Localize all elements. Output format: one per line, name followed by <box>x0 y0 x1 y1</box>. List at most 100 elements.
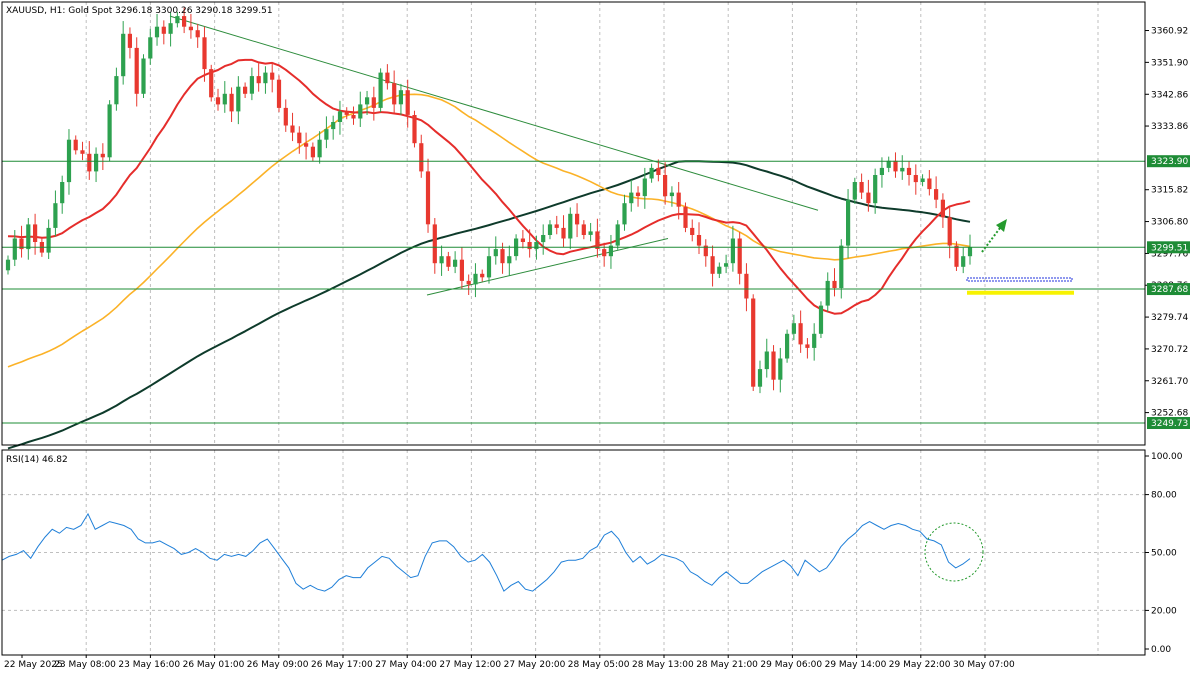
rsi-tick-label: 50.00 <box>1151 549 1177 559</box>
candle-body <box>73 139 78 151</box>
x-tick-label: 29 May 06:00 <box>760 660 822 670</box>
candle-body <box>751 298 756 387</box>
descending-trendline <box>169 15 819 211</box>
chart-title: XAUUSD, H1: Gold Spot 3296.18 3300.26 32… <box>6 6 273 16</box>
candle-body <box>886 160 891 168</box>
candle-body <box>290 125 295 133</box>
candle-body <box>961 256 966 267</box>
rsi-grid <box>2 494 1145 611</box>
rsi-highlight-circle <box>924 522 984 582</box>
dashed-arrow-shaft <box>981 227 1001 253</box>
candle-body <box>561 227 566 239</box>
candle-body <box>629 192 634 204</box>
candle-body <box>432 224 437 264</box>
candle-body <box>331 122 336 130</box>
candle-body <box>663 175 668 197</box>
candle-body <box>879 167 884 175</box>
rsi-tick-label: 80.00 <box>1151 491 1177 501</box>
candle-body <box>588 231 593 235</box>
candle-body <box>757 369 763 387</box>
candle-body <box>256 76 261 84</box>
candle-body <box>19 238 24 250</box>
x-tick-label: 27 May 20:00 <box>504 660 566 670</box>
candle-body <box>365 97 370 105</box>
y-tick-label: 3279.74 <box>1151 313 1188 323</box>
candle-body <box>493 249 498 257</box>
candle-body <box>940 199 945 218</box>
candle-body <box>12 238 17 260</box>
candle-body <box>33 224 38 242</box>
candle-body <box>304 143 309 147</box>
candle-body <box>148 37 153 59</box>
candles <box>5 7 973 394</box>
candle-body <box>283 107 288 126</box>
candle-body <box>358 104 363 119</box>
candle-body <box>202 37 207 70</box>
trend-lines <box>169 15 819 296</box>
main-frame <box>1 1 1146 446</box>
x-tick-label: 26 May 09:00 <box>247 660 309 670</box>
candle-body <box>791 323 796 334</box>
ma-slow-line <box>7 160 971 450</box>
x-tick-label: 30 May 07:00 <box>953 660 1015 670</box>
candle-body <box>263 72 268 84</box>
candle-body <box>80 150 85 154</box>
x-tick-label: 23 May 16:00 <box>118 660 180 670</box>
level-price-label: 3323.90 <box>1151 157 1188 167</box>
candle-body <box>324 129 329 140</box>
candle-body <box>581 224 586 235</box>
candle-body <box>46 227 51 253</box>
rsi-line <box>1 512 971 592</box>
candle-body <box>215 97 221 105</box>
y-tick-label: 3360.92 <box>1151 27 1188 37</box>
candle-body <box>195 30 200 38</box>
candle-body <box>913 175 918 183</box>
candle-body <box>615 224 620 246</box>
candle-body <box>934 189 939 200</box>
level-price-label: 3249.73 <box>1151 419 1188 429</box>
candle-body <box>236 86 241 112</box>
candle-body <box>392 83 397 105</box>
candle-body <box>398 90 403 105</box>
x-tick-label: 26 May 17:00 <box>311 660 373 670</box>
candle-body <box>669 192 674 197</box>
rsi-label: RSI(14) 46.82 <box>6 455 68 465</box>
candle-body <box>649 167 654 179</box>
candle-body <box>175 16 180 24</box>
candle-body <box>270 72 275 80</box>
candle-body <box>480 273 485 278</box>
blue-dotted-zone <box>966 277 1073 282</box>
candle-body <box>635 192 641 197</box>
candle-body <box>344 111 349 115</box>
candle-body <box>920 178 925 182</box>
candle-body <box>554 224 559 228</box>
candle-body <box>690 227 695 235</box>
candle-body <box>724 263 729 267</box>
y-tick-label: 3333.86 <box>1151 122 1188 132</box>
y-tick-label: 3351.90 <box>1151 58 1188 68</box>
ma-mid-line <box>7 93 971 368</box>
candle-body <box>730 238 735 264</box>
candle-body <box>954 245 959 267</box>
candle-body <box>100 153 105 158</box>
candle-body <box>852 182 857 200</box>
candle-body <box>276 79 282 108</box>
candle-body <box>846 199 851 246</box>
candle-body <box>351 115 356 119</box>
y-tick-label: 3252.68 <box>1151 409 1188 419</box>
candle-body <box>459 259 464 281</box>
arrow-head-icon <box>996 219 1007 232</box>
x-tick-label: 29 May 22:00 <box>889 660 951 670</box>
candle-body <box>778 358 783 380</box>
x-tick-label: 28 May 13:00 <box>632 660 694 670</box>
candle-body <box>541 235 546 243</box>
level-price-label: 3299.51 <box>1151 243 1188 253</box>
candle-body <box>906 167 912 175</box>
level-price-tag <box>1147 241 1190 254</box>
x-tick-label: 22 May 2025 <box>4 660 63 670</box>
candle-body <box>696 235 702 246</box>
candle-body <box>608 245 613 257</box>
candle-body <box>60 182 65 204</box>
candle-body <box>154 26 160 38</box>
